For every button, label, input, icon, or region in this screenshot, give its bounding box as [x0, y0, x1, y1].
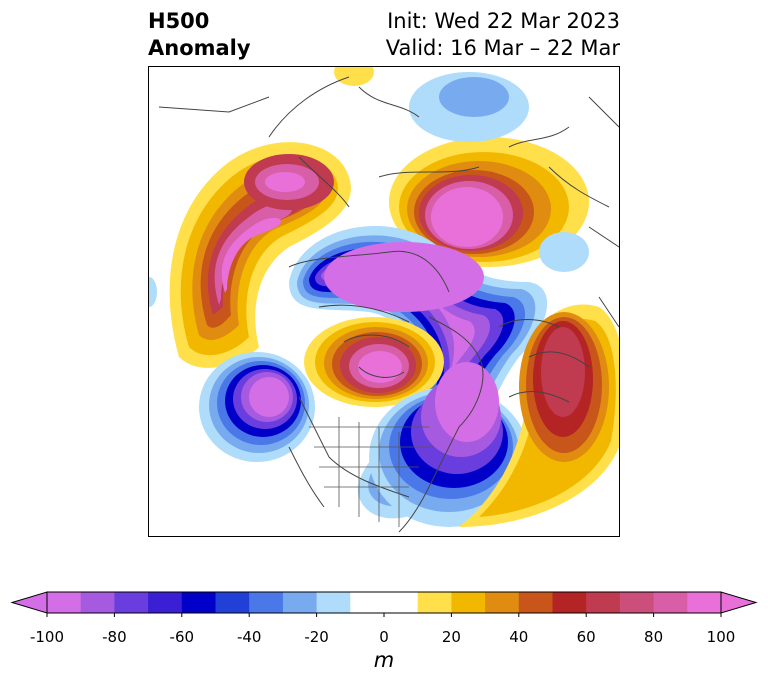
ridge-central	[304, 317, 444, 407]
colorbar-bin	[114, 592, 149, 613]
colorbar-bin	[653, 592, 688, 613]
colorbar-unit-label: m	[373, 648, 395, 672]
colorbar-bin	[451, 592, 486, 613]
colorbar-bin	[552, 592, 587, 613]
colorbar-bin	[215, 592, 250, 613]
title-line-2: Anomaly	[148, 36, 251, 60]
colorbar-bin	[47, 592, 82, 613]
init-time: Init: Wed 22 Mar 2023	[387, 9, 620, 33]
colorbar-tick-label: -40	[236, 628, 262, 646]
colorbar-bin	[148, 592, 183, 613]
ridge-west	[169, 142, 351, 368]
colorbar-bin	[282, 592, 318, 613]
colorbar-bin	[518, 592, 553, 613]
colorbar-tick-label: -60	[169, 628, 195, 646]
colorbar-bin	[350, 592, 419, 613]
valid-range: Valid: 16 Mar – 22 Mar	[385, 36, 620, 60]
colorbar-bin	[586, 592, 621, 613]
run-info: Init: Wed 22 Mar 2023 Valid: 16 Mar – 22…	[386, 8, 620, 62]
colorbar-under-arrow	[10, 591, 48, 614]
colorbar-tick-label: 80	[644, 628, 664, 646]
colorbar	[10, 591, 758, 617]
ridge-north	[389, 137, 589, 267]
colorbar-tick-label: 0	[379, 628, 389, 646]
small-negative-west	[149, 277, 157, 307]
coastlines	[158, 76, 619, 533]
title-line-1: H500	[148, 9, 210, 33]
colorbar-tick-label: 20	[441, 628, 461, 646]
small-negative-east	[539, 232, 589, 272]
trough-top-right	[409, 72, 529, 142]
colorbar-bin	[80, 592, 115, 613]
colorbar-bin	[619, 592, 655, 613]
colorbar-over-arrow	[720, 591, 758, 614]
colorbar-bin	[181, 592, 216, 613]
colorbar-bin	[316, 592, 351, 613]
small-positive-top	[334, 67, 374, 86]
colorbar-tick-label: -80	[102, 628, 127, 646]
colorbar-bin	[485, 592, 520, 613]
map-panel	[148, 66, 620, 537]
colorbar-tick-label: 60	[576, 628, 596, 646]
anomaly-map	[149, 67, 619, 533]
trough-east	[369, 362, 529, 527]
colorbar-bin	[687, 592, 722, 613]
trough-west	[199, 352, 315, 462]
colorbar-tick-label: -100	[29, 628, 65, 646]
trough-central	[289, 225, 548, 519]
colorbar-tick-label: 40	[509, 628, 529, 646]
chart-title: H500 Anomaly	[148, 8, 251, 62]
colorbar-bin	[417, 592, 452, 613]
colorbar-tick-label: 100	[706, 628, 736, 646]
colorbar-tick-label: -20	[304, 628, 329, 646]
colorbar-bin	[249, 592, 284, 613]
state-borders	[309, 417, 434, 527]
